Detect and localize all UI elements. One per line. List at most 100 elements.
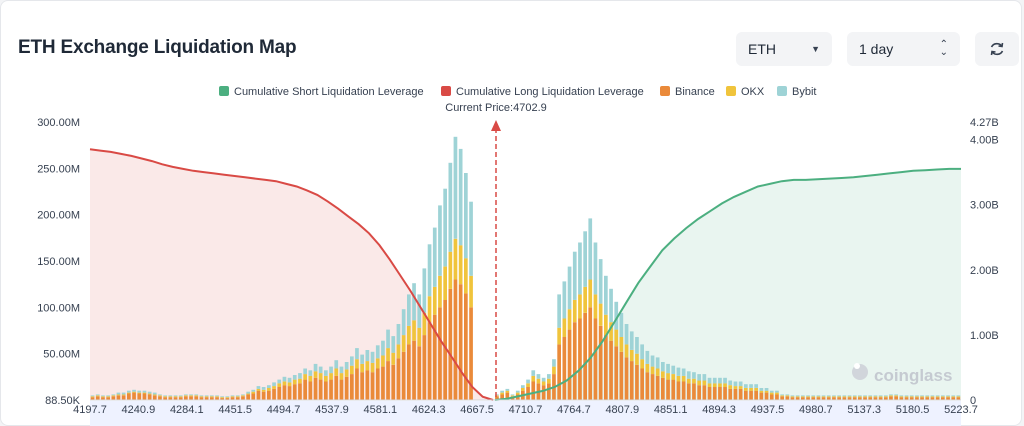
bar-bybit [178, 395, 183, 397]
bar-okx [604, 314, 608, 336]
bar-okx [127, 392, 131, 394]
bar-binance [116, 395, 121, 400]
bar-bybit [567, 266, 572, 310]
legend-label-0: Cumulative Short Liquidation Leverage [234, 86, 424, 98]
bar-okx [858, 396, 862, 398]
bar-okx [132, 391, 136, 393]
bar-bybit [873, 395, 878, 397]
bar-bybit [365, 350, 370, 362]
bar-binance [816, 397, 821, 400]
bar-binance [811, 397, 816, 400]
bar-okx [666, 373, 670, 380]
bar-bybit [915, 395, 919, 397]
bar-okx [640, 359, 644, 369]
bar-binance [381, 366, 385, 400]
bar-binance [111, 396, 116, 400]
bar-binance [246, 394, 250, 400]
bar-binance [915, 397, 919, 400]
bar-binance [790, 397, 795, 400]
bar-okx [500, 392, 504, 395]
bar-bybit [780, 394, 784, 396]
bar-bybit [453, 136, 458, 239]
bar-binance [396, 358, 401, 400]
bar-bybit [733, 381, 738, 387]
bar-binance [106, 397, 110, 400]
bar-binance [464, 293, 468, 400]
x-tick: 5223.7 [944, 404, 978, 416]
legend-label-2: Binance [675, 86, 715, 98]
bar-bybit [904, 395, 909, 397]
bar-okx [184, 395, 188, 397]
bar-okx [619, 337, 624, 352]
x-tick: 4284.1 [170, 404, 204, 416]
bar-binance [101, 397, 105, 400]
bar-okx [308, 375, 313, 382]
bar-okx [764, 390, 769, 393]
bar-binance [655, 375, 660, 400]
bar-okx [728, 385, 733, 389]
y-left-tick: 100.00M [37, 302, 80, 314]
bar-bybit [583, 231, 587, 287]
bar-bybit [702, 374, 707, 381]
bar-bybit [759, 388, 764, 391]
bar-okx [692, 378, 696, 384]
bar-okx [635, 353, 639, 365]
bar-okx [422, 312, 427, 336]
bar-okx [189, 395, 193, 397]
bar-bybit [531, 370, 536, 376]
bar-binance [951, 397, 956, 400]
x-tick: 4240.9 [122, 404, 156, 416]
bar-bybit [339, 366, 344, 374]
bar-binance [847, 397, 852, 400]
bar-binance [469, 307, 473, 400]
bar-okx [246, 393, 250, 395]
bar-bybit [588, 218, 593, 280]
bar-okx [941, 396, 945, 398]
bar-binance [241, 396, 245, 400]
bar-binance [355, 368, 359, 400]
bar-bybit [738, 381, 743, 387]
bar-bybit [277, 379, 282, 384]
bar-bybit [935, 395, 940, 397]
bar-bybit [718, 377, 722, 384]
bar-binance [365, 370, 370, 400]
bar-okx [427, 296, 432, 323]
watermark-text: coinglass [874, 366, 952, 385]
bar-binance [500, 394, 504, 400]
bar-bybit [106, 395, 110, 397]
range-select[interactable]: 1 day ⌃ ⌄ [847, 32, 960, 66]
bar-binance [562, 337, 567, 400]
bar-binance [313, 377, 318, 400]
bar-okx [334, 368, 339, 376]
bar-bybit [458, 148, 463, 246]
bar-binance [738, 388, 743, 400]
bar-bybit [801, 395, 805, 397]
bar-bybit [495, 394, 499, 396]
x-tick: 5180.5 [896, 404, 930, 416]
bar-binance [863, 397, 867, 400]
bar-bybit [609, 288, 613, 323]
coinglass-logo-icon [852, 363, 868, 380]
bar-okx [785, 395, 790, 397]
bar-okx [811, 396, 816, 398]
bar-binance [298, 383, 302, 400]
bar-bybit [515, 390, 520, 393]
refresh-button[interactable] [975, 32, 1019, 66]
bar-binance [707, 387, 712, 400]
bar-binance [697, 385, 701, 400]
bar-binance [344, 376, 349, 400]
bar-okx [313, 371, 318, 378]
bar-okx [194, 395, 199, 397]
bar-okx [878, 396, 883, 398]
bar-okx [645, 363, 650, 373]
x-tick: 4537.9 [315, 404, 349, 416]
bar-okx [749, 388, 753, 391]
asset-select[interactable]: ETH ▼ [736, 32, 832, 66]
bar-binance [650, 374, 655, 400]
bar-binance [375, 368, 380, 400]
bar-okx [847, 396, 852, 398]
bar-okx [339, 373, 344, 380]
bar-binance [588, 307, 593, 400]
bar-binance [277, 387, 282, 400]
